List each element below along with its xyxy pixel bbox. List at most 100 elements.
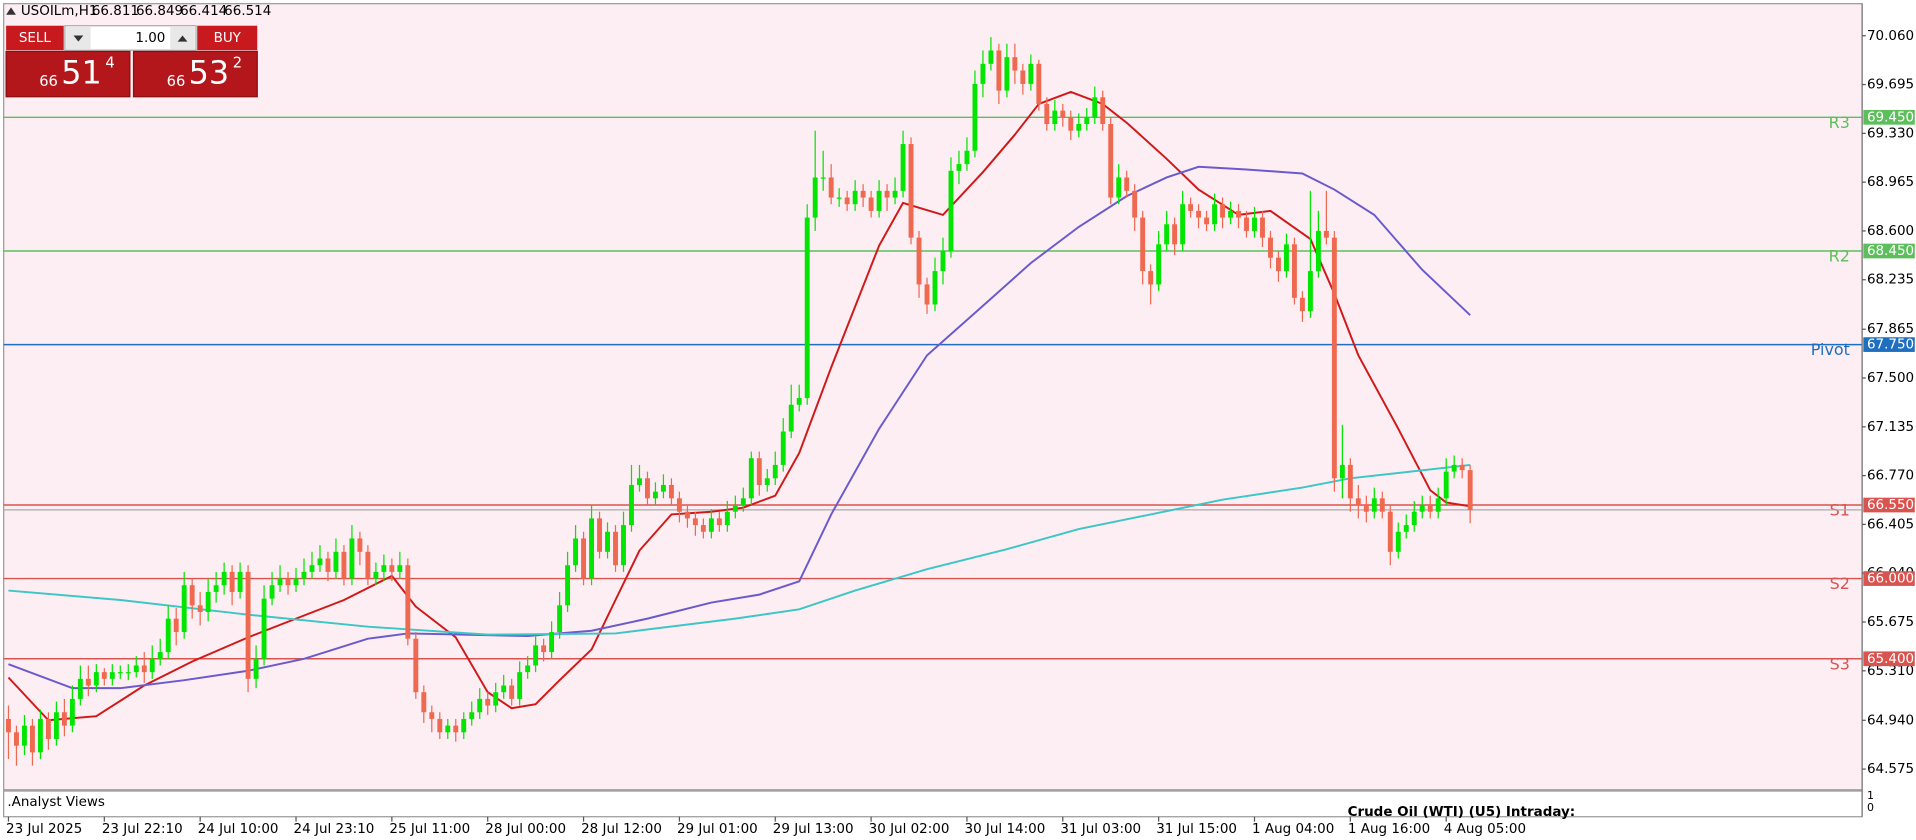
candle-body [69,698,75,726]
sell-label[interactable]: SELL [19,30,52,46]
x-tick-label: 31 Jul 03:00 [1060,821,1141,837]
candle-body [581,538,587,579]
candle-body [77,678,83,699]
candle-body [173,618,179,633]
candle-body [45,718,51,739]
candle-body [1060,110,1066,118]
buy-button[interactable] [197,25,258,51]
candle-body [429,712,435,719]
ask-box[interactable] [132,50,258,98]
candle-body [1339,464,1345,479]
candle-body [1260,217,1265,238]
candle-body [940,251,946,272]
candle-body [1315,230,1321,272]
candle-body [748,458,754,499]
candle-body [1196,210,1202,218]
candle-body [437,718,443,733]
level-tag [1863,571,1915,586]
candle-body [1180,204,1186,245]
up-arrow [177,35,188,42]
candle-body [1012,57,1018,71]
bid-point[interactable]: 4 [105,55,114,72]
candle-body [541,645,547,653]
indicator-annotation: Crude Oil (WTI) (U5) Intraday: [1348,804,1576,820]
candle-body [1403,525,1409,532]
candle-body [884,190,890,198]
candle-body [149,658,155,673]
candle-body [1100,97,1106,124]
header-high: 66.849 [136,3,183,19]
candle-body [676,498,682,512]
candle-body [1156,244,1162,285]
moving-average [7,90,1471,722]
candle-body [301,571,307,579]
candle-body [14,732,19,746]
candle-body [21,725,27,746]
candle-body [796,398,802,405]
candle-body [1427,505,1433,512]
candle-body [908,144,914,238]
candle-body [341,551,347,579]
candle-body [229,571,235,592]
candle-body [1220,204,1225,218]
candle-body [493,692,499,706]
candle-body [325,558,331,572]
candle-body [189,585,195,606]
candle-body [724,511,730,526]
candle-body [1236,210,1241,218]
ask-point[interactable]: 2 [233,55,242,72]
level-tag [1863,243,1915,259]
candle-body [1204,217,1210,225]
candle-body [988,50,994,64]
bid-pips[interactable]: 51 [61,54,102,92]
candle-body [213,585,219,592]
ask-pips[interactable]: 53 [189,54,230,92]
candle-body [1028,63,1034,84]
candle-body [613,531,618,566]
lot-value[interactable]: 1.00 [135,30,165,46]
candle-body [1268,237,1273,258]
ask-big-figure[interactable]: 66 [167,73,186,90]
plot-background [3,3,1863,791]
sell-button[interactable] [6,25,64,51]
candle-body [405,565,411,639]
level-tag-label: 66.000 [1867,571,1914,587]
level-tag-label: 66.550 [1867,497,1914,513]
candle-body [221,571,227,586]
candle-body [533,645,539,666]
candle-body [565,565,571,606]
symbol: USOILm,H1 [21,3,98,19]
candle-body [445,725,451,733]
candle-body [357,538,363,552]
y-tick-label: 70.060 [1867,28,1914,44]
candle-body [1044,103,1050,124]
candle-body [573,538,579,566]
candle-body [589,518,594,579]
y-tick-label: 68.965 [1867,174,1914,190]
candle-body [1387,511,1393,552]
candle-body [365,551,371,579]
candle-body [109,672,115,679]
candle-body [860,190,866,198]
bid-box[interactable] [5,50,131,98]
bid-big-figure[interactable]: 66 [39,73,58,90]
y-tick-label: 67.500 [1867,370,1914,386]
candle-body [413,638,419,693]
buy-label[interactable]: BUY [214,30,242,46]
candle-body [932,271,938,305]
y-tick-label: 68.235 [1867,272,1914,288]
candle-body [477,698,483,713]
candle-body [277,578,283,586]
level-name: R2 [1829,247,1850,266]
candle-body [629,484,634,526]
candle-body [1124,177,1130,191]
y-tick-label: 64.575 [1867,761,1914,777]
candle-body [1004,57,1010,91]
candle-body [349,538,355,579]
candle-body [1052,110,1058,124]
candle-body [397,565,403,572]
x-tick-label: 30 Jul 14:00 [965,821,1046,837]
candle-body [421,692,427,713]
